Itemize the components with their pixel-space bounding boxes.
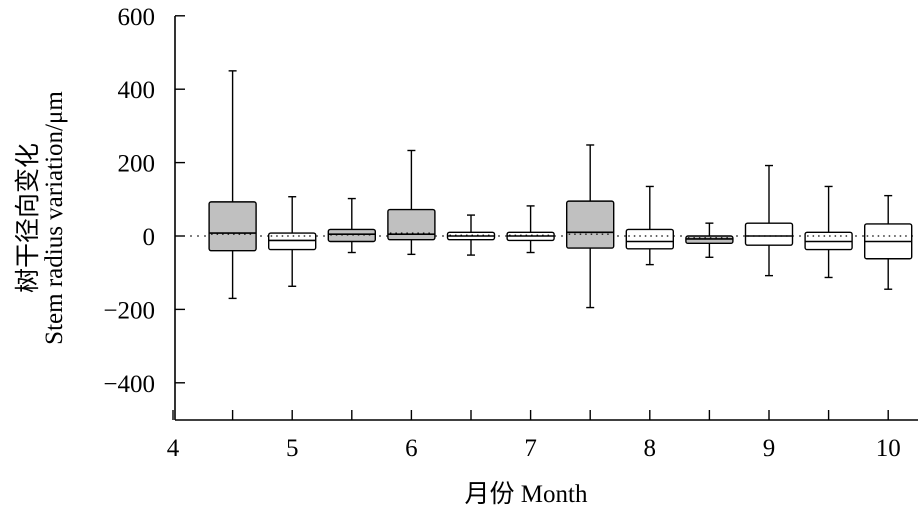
box-1: [208, 70, 257, 300]
x-tick-label: 9: [763, 435, 776, 462]
box-2: [268, 196, 317, 287]
box-10: [744, 164, 794, 277]
box-9: [685, 222, 734, 258]
box-iqr: [387, 208, 436, 241]
box-12: [864, 194, 913, 290]
axes: [174, 16, 918, 421]
box-iqr: [744, 222, 794, 246]
box-iqr: [327, 228, 376, 243]
y-tick-label: −200: [103, 297, 155, 324]
y-tick-label: 600: [118, 4, 156, 31]
y-axis-title-en: Stem radius variation/μm: [41, 91, 68, 345]
x-tick-label: 5: [286, 435, 299, 462]
box-5: [446, 214, 496, 256]
y-tick-label: 400: [118, 77, 156, 104]
y-tick-label: 200: [118, 151, 156, 178]
box-11: [804, 185, 853, 279]
ticks: 600 400 200 0 −200 −400 4 5 6 7 8 9 10: [103, 4, 900, 462]
y-tick-label: 0: [143, 224, 156, 251]
box-8: [625, 185, 674, 266]
box-4: [387, 149, 436, 256]
box-3: [327, 197, 376, 254]
x-axis-title: 月份 Month: [465, 480, 588, 508]
plot-area: [176, 70, 916, 309]
box-7: [566, 144, 615, 309]
box-iqr: [208, 201, 257, 252]
x-tick-label: 10: [876, 435, 901, 462]
box-iqr: [566, 200, 615, 249]
x-tick-label: 7: [524, 435, 537, 462]
x-tick-label: 6: [405, 435, 418, 462]
y-tick-label: −400: [103, 371, 155, 398]
x-tick-label: 8: [644, 435, 657, 462]
x-tick-label: 4: [167, 435, 180, 462]
axis-titles: 月份 Month 树干径向变化 Stem radius variation/μm: [14, 91, 588, 508]
box-iqr: [268, 232, 317, 251]
box-iqr: [625, 228, 674, 250]
box-6: [506, 205, 555, 254]
y-axis-title-cn: 树干径向变化: [14, 143, 42, 293]
